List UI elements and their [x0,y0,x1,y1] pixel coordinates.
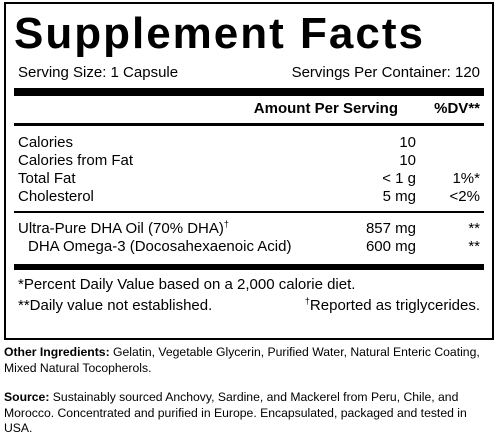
thick-divider-bottom [14,264,484,270]
amount-per-serving-header: Amount Per Serving [253,100,398,117]
thick-divider [14,88,484,96]
nutrient-dv: 1%* [452,170,480,187]
footnote-triglycerides: †Reported as triglycerides. [304,296,480,315]
nutrient-amount: < 1 g [382,170,416,187]
source-text: Sustainably sourced Anchovy, Sardine, an… [4,390,467,435]
active-ingredient-dv: ** [468,238,480,255]
panel-title: Supplement Facts [14,9,425,58]
header-divider [14,123,484,126]
nutrient-name: Total Fat [18,170,76,187]
nutrient-amount: 10 [399,152,416,169]
other-ingredients-label: Other Ingredients: [4,345,110,359]
other-ingredients: Other Ingredients: Gelatin, Vegetable Gl… [4,345,496,376]
other-ingredients-text: Gelatin, Vegetable Glycerin, Purified Wa… [4,345,480,375]
nutrient-amount: 5 mg [382,188,416,205]
nutrient-name: Calories from Fat [18,152,134,169]
nutrient-name: Calories [18,134,74,151]
daily-value-header: %DV** [434,100,480,117]
section-divider [14,211,484,213]
footnote-not-established: **Daily value not established. [18,297,213,314]
source-label: Source: [4,390,50,404]
active-ingredient-amount: 857 mg [365,220,416,237]
active-ingredient-name: Ultra-Pure DHA Oil (70% DHA)† [18,219,229,238]
nutrient-name: Cholesterol [18,188,94,205]
dagger-mark: † [304,296,310,306]
active-ingredient-amount: 600 mg [365,238,416,255]
active-ingredient-name: DHA Omega-3 (Docosahexaenoic Acid) [28,238,292,255]
nutrient-dv: <2% [449,188,480,205]
supplement-facts-panel: Supplement Facts Serving Size: 1 Capsule… [4,2,494,340]
nutrient-amount: 10 [399,134,416,151]
servings-per-container: Servings Per Container: 120 [291,64,480,81]
serving-size: Serving Size: 1 Capsule [18,64,179,81]
active-ingredient-dv: ** [468,220,480,237]
footnote-dv-basis: *Percent Daily Value based on a 2,000 ca… [18,276,356,293]
source-statement: Source: Sustainably sourced Anchovy, Sar… [4,390,496,437]
dagger-mark: † [223,219,229,229]
